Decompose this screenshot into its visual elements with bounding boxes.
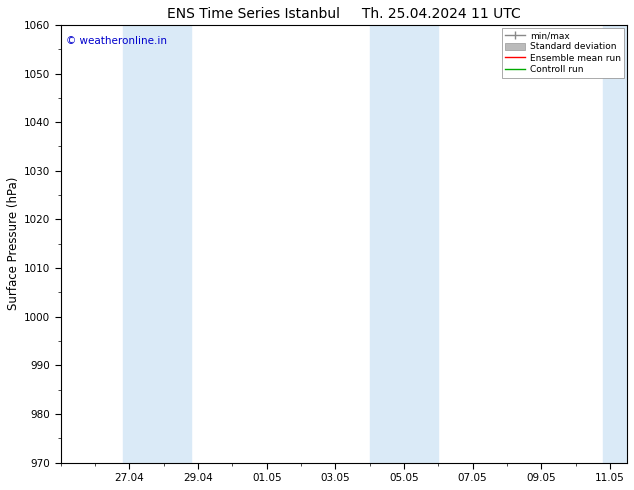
Bar bbox=[122, 25, 157, 463]
Text: © weatheronline.in: © weatheronline.in bbox=[67, 36, 167, 46]
Bar bbox=[157, 25, 191, 463]
Bar bbox=[404, 25, 438, 463]
Legend: min/max, Standard deviation, Ensemble mean run, Controll run: min/max, Standard deviation, Ensemble me… bbox=[501, 27, 624, 77]
Bar bbox=[603, 25, 627, 463]
Bar bbox=[370, 25, 404, 463]
Y-axis label: Surface Pressure (hPa): Surface Pressure (hPa) bbox=[7, 177, 20, 311]
Title: ENS Time Series Istanbul     Th. 25.04.2024 11 UTC: ENS Time Series Istanbul Th. 25.04.2024 … bbox=[167, 7, 521, 21]
